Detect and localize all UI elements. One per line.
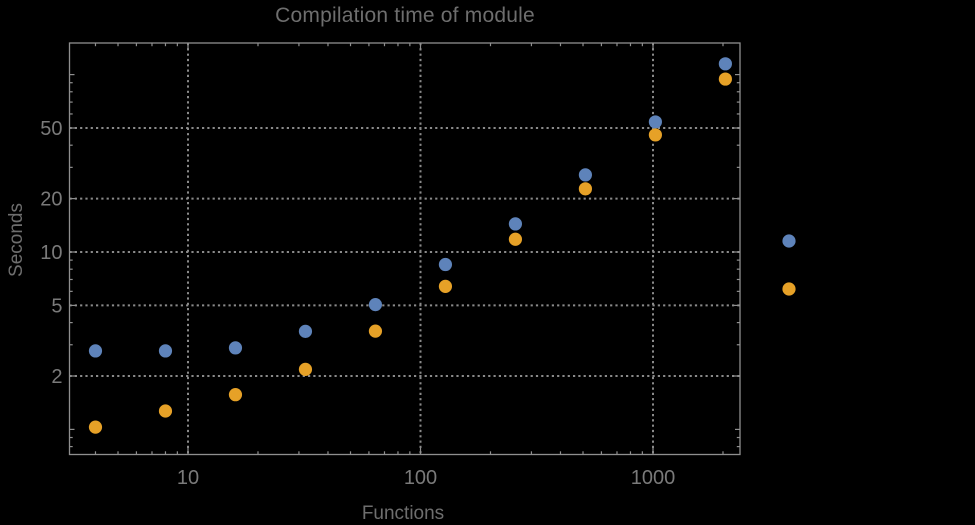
y-tick-label: 50 [40,118,62,140]
y-tick-label: 10 [40,242,62,264]
data-point-series-1-blue [88,344,103,358]
data-point-series-1-blue [368,298,383,312]
data-point-series-2-orange [298,362,313,376]
y-tick-label: 20 [40,189,62,211]
y-tick-label: 2 [51,366,62,388]
data-point-series-2-orange [228,388,243,402]
data-point-series-2-orange [508,232,523,246]
legend-marker-series-2-orange [782,282,796,296]
data-point-series-1-blue [438,257,453,272]
y-axis-label: Seconds [6,203,27,277]
plot-title: Compilation time of module [275,4,535,27]
data-point-series-2-orange [158,404,173,418]
data-point-series-1-blue [158,344,173,358]
x-tick-label: 10 [177,467,199,489]
data-point-series-2-orange [438,279,453,293]
data-point-series-1-blue [228,341,243,355]
plot-frame [68,42,741,456]
data-point-series-2-orange [368,324,383,338]
data-point-series-2-orange [88,420,103,434]
data-point-series-1-blue [298,324,313,338]
data-point-series-2-orange [578,182,593,196]
data-point-series-1-blue [648,115,662,129]
x-axis-label: Functions [361,503,445,524]
data-point-series-1-blue [578,168,593,182]
x-tick-label: 1000 [631,467,676,489]
legend-marker-series-1-blue [782,234,796,248]
x-tick-label: 100 [404,467,437,489]
data-point-series-2-orange [648,128,662,142]
y-tick-label: 5 [51,295,62,317]
data-point-series-2-orange [718,72,732,86]
data-point-series-1-blue [508,217,523,231]
data-point-series-1-blue [718,57,732,71]
